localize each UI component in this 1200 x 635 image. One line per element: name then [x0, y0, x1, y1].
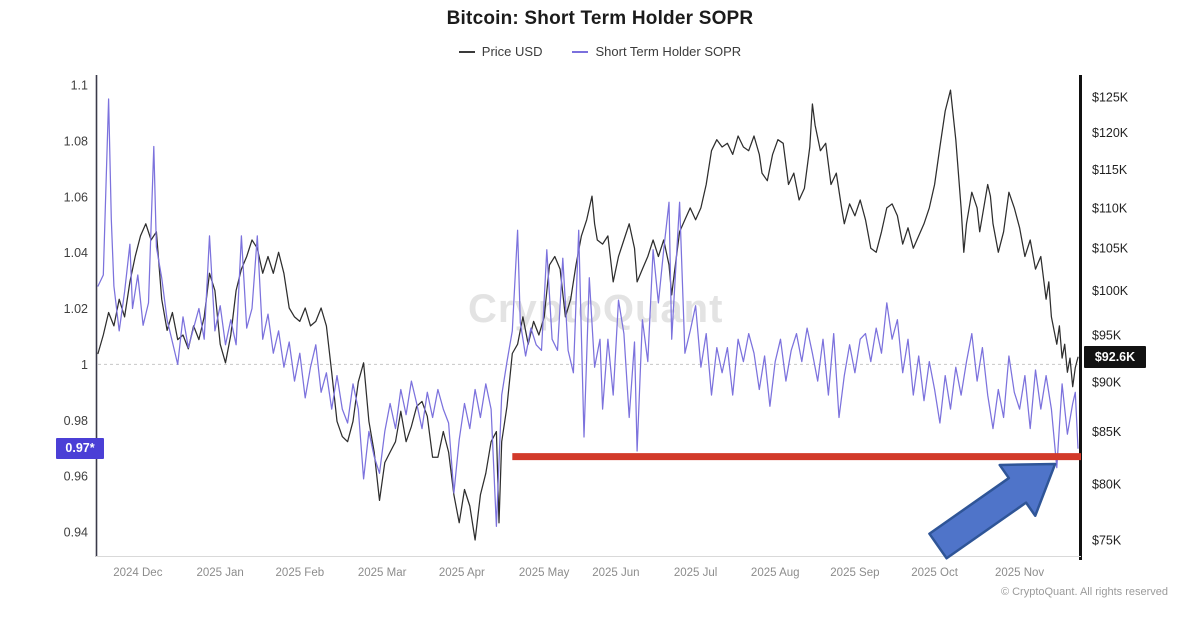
left-axis-tick-label: 0.98 [64, 414, 88, 428]
right-axis-tick-label: $75K [1092, 534, 1122, 548]
right-axis-tick-label: $95K [1092, 328, 1122, 342]
sopr-line [97, 98, 1079, 528]
legend: Price USD Short Term Holder SOPR [0, 44, 1200, 59]
current-price-badge: $92.6K [1084, 346, 1146, 369]
right-axis-tick-label: $100K [1092, 284, 1129, 298]
legend-item-sopr[interactable]: Short Term Holder SOPR [572, 44, 741, 59]
page-title: Bitcoin: Short Term Holder SOPR [446, 8, 754, 29]
left-axis-tick-label: 1.04 [64, 246, 88, 260]
right-axis-tick-label: $115K [1092, 163, 1128, 177]
right-axis-tick-label: $120K [1092, 126, 1129, 140]
left-axis-tick-label: 0.96 [64, 470, 88, 484]
x-axis-tick-label: 2025 Apr [439, 567, 485, 579]
right-axis-tick-label: $110K [1092, 201, 1128, 215]
annotation-arrow-icon [928, 462, 1057, 560]
x-axis-tick-label: 2025 Jun [592, 567, 639, 579]
legend-label-price: Price USD [481, 44, 543, 59]
left-axis-tick-label: 1.02 [64, 302, 88, 316]
right-axis-tick-label: $80K [1092, 478, 1122, 492]
legend-label-sopr: Short Term Holder SOPR [595, 44, 742, 59]
right-axis-tick-label: $90K [1092, 375, 1122, 389]
left-axis-tick-label: 0.94 [64, 526, 88, 540]
left-axis-tick-label: 1 [81, 358, 88, 372]
x-axis-tick-label: 2025 Oct [911, 567, 958, 579]
x-axis-tick-label: 2025 Jul [674, 567, 717, 579]
x-axis-tick-label: 2025 Aug [751, 567, 800, 579]
right-axis-tick-label: $105K [1092, 242, 1129, 256]
right-axis-tick-label: $85K [1092, 425, 1122, 439]
x-axis-tick-label: 2025 Nov [995, 567, 1044, 579]
left-axis-tick-label: 1.1 [71, 79, 88, 93]
x-axis-tick-label: 2025 Feb [276, 567, 325, 579]
legend-item-price[interactable]: Price USD [458, 44, 543, 59]
sopr-line-marker-icon [572, 50, 589, 53]
price-line-marker-icon [458, 50, 475, 53]
right-axis-tick-label: $125K [1092, 91, 1129, 105]
copyright-attribution: © CryptoQuant. All rights reserved [1000, 586, 1168, 598]
x-axis-tick-label: 2025 Jan [197, 567, 244, 579]
cryptoquant-watermark: CryptoQuant [468, 287, 724, 331]
x-axis-tick-label: 2024 Dec [113, 567, 162, 579]
left-axis-tick-label: 1.08 [64, 134, 88, 148]
left-axis-tick-label: 1.06 [64, 190, 88, 204]
x-axis-tick-label: 2025 Sep [830, 567, 879, 579]
price-line [97, 89, 1079, 541]
x-axis-tick-label: 2025 May [519, 567, 570, 579]
x-axis-tick-label: 2025 Mar [358, 567, 407, 579]
current-sopr-badge: 0.97* [56, 437, 104, 459]
